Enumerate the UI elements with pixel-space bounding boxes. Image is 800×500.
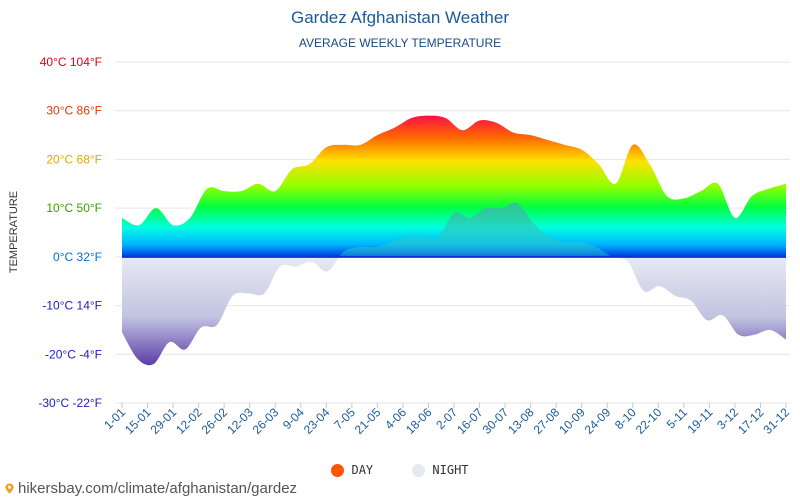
y-tick-label: 30°C 86°F xyxy=(46,104,102,118)
x-tick-label: 26-03 xyxy=(250,405,282,437)
x-tick-label: 31-12 xyxy=(761,405,793,437)
x-tick-label: 18-06 xyxy=(403,405,435,437)
y-tick-label: 0°C 32°F xyxy=(53,250,102,264)
x-tick-label: 10-09 xyxy=(556,405,588,437)
x-tick-labels: 1-0115-0129-0112-0226-0212-0326-039-0423… xyxy=(101,403,792,437)
source-footer[interactable]: hikersbay.com/climate/afghanistan/gardez xyxy=(4,480,297,497)
grid-lines xyxy=(115,61,790,404)
legend-label-night: NIGHT xyxy=(432,463,469,477)
x-tick-label: 16-07 xyxy=(454,405,486,437)
x-tick-label: 29-01 xyxy=(148,405,180,437)
x-tick-label: 23-04 xyxy=(301,405,333,437)
day-series-area xyxy=(122,115,786,257)
legend: DAY NIGHT xyxy=(0,463,800,480)
legend-item-night[interactable]: NIGHT xyxy=(412,463,469,477)
x-tick-label: 17-12 xyxy=(735,405,767,437)
x-tick-label: 12-03 xyxy=(224,405,256,437)
legend-label-day: DAY xyxy=(351,463,374,477)
x-tick-label: 22-10 xyxy=(633,405,665,437)
y-tick-label: 20°C 68°F xyxy=(46,152,102,166)
legend-item-day[interactable]: DAY xyxy=(331,463,373,477)
map-pin-icon xyxy=(5,483,14,494)
night-series-area-above-zero xyxy=(122,202,786,257)
x-tick-label: 21-05 xyxy=(352,405,384,437)
x-tick-label: 24-09 xyxy=(582,405,614,437)
chart-subtitle: AVERAGE WEEKLY TEMPERATURE xyxy=(298,36,502,50)
series-areas xyxy=(122,115,786,366)
x-tick-label: 15-01 xyxy=(122,405,154,437)
x-tick-label: 30-07 xyxy=(480,405,512,437)
y-tick-label: -30°C -22°F xyxy=(38,396,102,410)
night-series-area xyxy=(122,256,786,366)
y-tick-label: 40°C 104°F xyxy=(40,55,102,69)
x-tick-label: 19-11 xyxy=(685,405,716,436)
x-tick-label: 26-02 xyxy=(199,405,231,437)
x-tick-label: 12-02 xyxy=(173,405,205,437)
y-tick-labels: 40°C 104°F 30°C 86°F 20°C 68°F 10°C 50°F 0°C… xyxy=(38,55,102,410)
y-tick-label: -10°C 14°F xyxy=(42,299,102,313)
x-tick-label: 13-08 xyxy=(505,405,537,437)
legend-dot-day xyxy=(331,463,345,477)
y-tick-label: 10°C 50°F xyxy=(46,201,102,215)
footer-link: hikersbay.com/climate/afghanistan/gardez xyxy=(18,480,298,497)
chart-title: Gardez Afghanistan Weather xyxy=(291,8,509,27)
y-tick-label: -20°C -4°F xyxy=(45,347,102,361)
legend-dot-night xyxy=(412,463,426,477)
x-tick-label: 27-08 xyxy=(531,405,563,437)
